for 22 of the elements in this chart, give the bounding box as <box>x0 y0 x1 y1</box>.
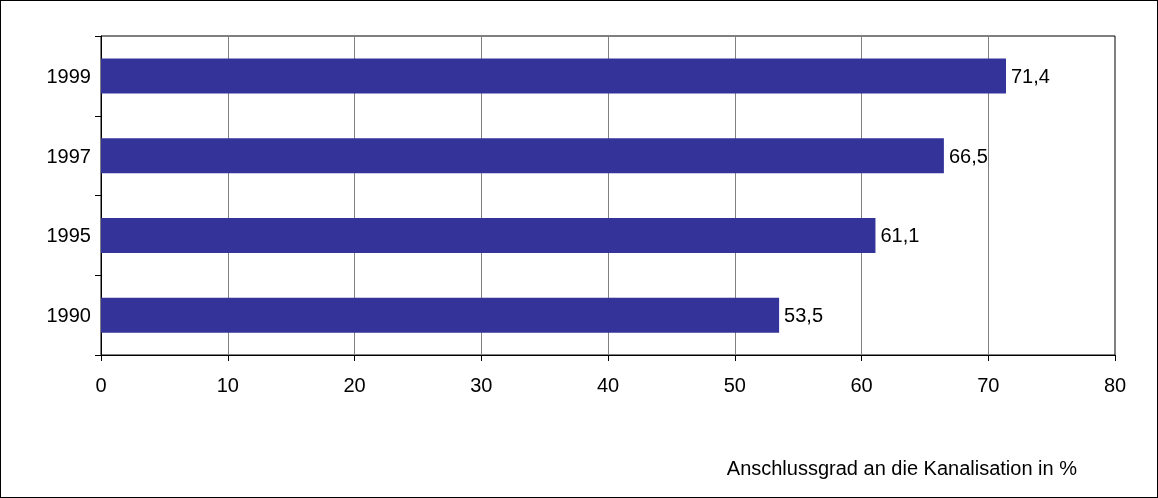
y-tick-label: 1999 <box>46 64 91 87</box>
x-tick-label: 80 <box>1103 374 1127 396</box>
x-tick-label: 20 <box>343 374 366 396</box>
x-axis-title: Anschlussgrad an die Kanalisation in % <box>726 457 1078 479</box>
x-tick-label: 60 <box>850 374 873 396</box>
y-tick-label: 1995 <box>46 224 91 247</box>
data-label: 53,5 <box>784 304 824 327</box>
data-label: 66,5 <box>948 144 988 167</box>
bar <box>101 297 780 333</box>
y-tick-label: 1990 <box>46 304 91 327</box>
x-tick-label: 0 <box>95 374 107 396</box>
bar <box>101 138 944 174</box>
x-tick-label: 40 <box>596 374 620 396</box>
data-label: 71,4 <box>1010 64 1050 87</box>
bar <box>101 217 876 253</box>
x-tick-label: 10 <box>216 374 239 396</box>
bar <box>101 58 1006 94</box>
y-tick-label: 1997 <box>46 144 91 167</box>
x-tick-label: 70 <box>977 374 1000 396</box>
data-label: 61,1 <box>880 224 920 247</box>
x-tick-label: 50 <box>723 374 746 396</box>
x-tick-label: 30 <box>470 374 493 396</box>
